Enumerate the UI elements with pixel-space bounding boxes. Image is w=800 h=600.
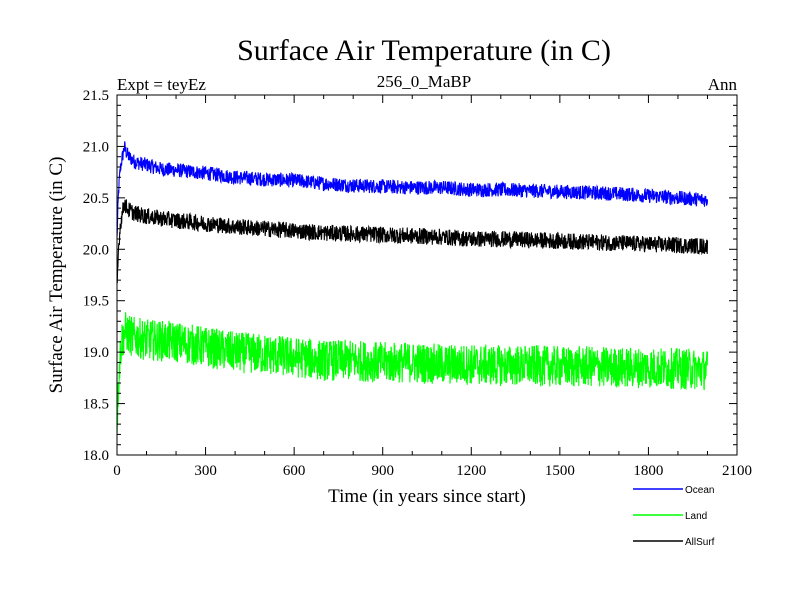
x-tick-label: 1200	[456, 463, 486, 479]
x-tick-label: 1500	[545, 463, 575, 479]
ticks-layer: 0 300 600 900 1200 1500 1800 2100 18.0 18.5 19.0 19…	[83, 88, 752, 479]
x-tick-label: 900	[371, 463, 394, 479]
x-tick-label: 1800	[633, 463, 663, 479]
y-tick-label: 21.0	[83, 139, 109, 155]
legend-label: AllSurf	[685, 537, 715, 548]
y-tick-label: 19.0	[83, 345, 109, 361]
legend-label: Land	[685, 511, 707, 522]
x-tick-label: 2100	[722, 463, 752, 479]
chart-title: Surface Air Temperature (in C)	[237, 34, 611, 67]
series-line-allsurf	[116, 199, 709, 284]
x-tick-label: 0	[113, 463, 121, 479]
y-tick-label: 18.5	[83, 397, 109, 413]
y-tick-label: 18.0	[83, 448, 109, 464]
series-line-land	[116, 312, 709, 436]
x-tick-label: 300	[194, 463, 217, 479]
subtitle-center: 256_0_MaBP	[377, 72, 471, 91]
legend-label: Ocean	[685, 485, 714, 496]
y-axis-label: Surface Air Temperature (in C)	[46, 157, 67, 394]
y-tick-label: 20.5	[83, 191, 109, 207]
series-line-ocean	[116, 141, 709, 237]
x-axis-label: Time (in years since start)	[328, 486, 526, 507]
plot-frame	[116, 94, 738, 456]
y-tick-label: 20.0	[83, 242, 109, 258]
series-layer	[116, 141, 709, 436]
subtitle-right: Ann	[708, 75, 738, 94]
legend: Ocean Land AllSurf	[633, 485, 715, 548]
y-tick-label: 21.5	[83, 88, 109, 104]
x-tick-label: 600	[283, 463, 306, 479]
subtitle-left: Expt = teyEz	[117, 75, 206, 94]
y-tick-label: 19.5	[83, 294, 109, 310]
